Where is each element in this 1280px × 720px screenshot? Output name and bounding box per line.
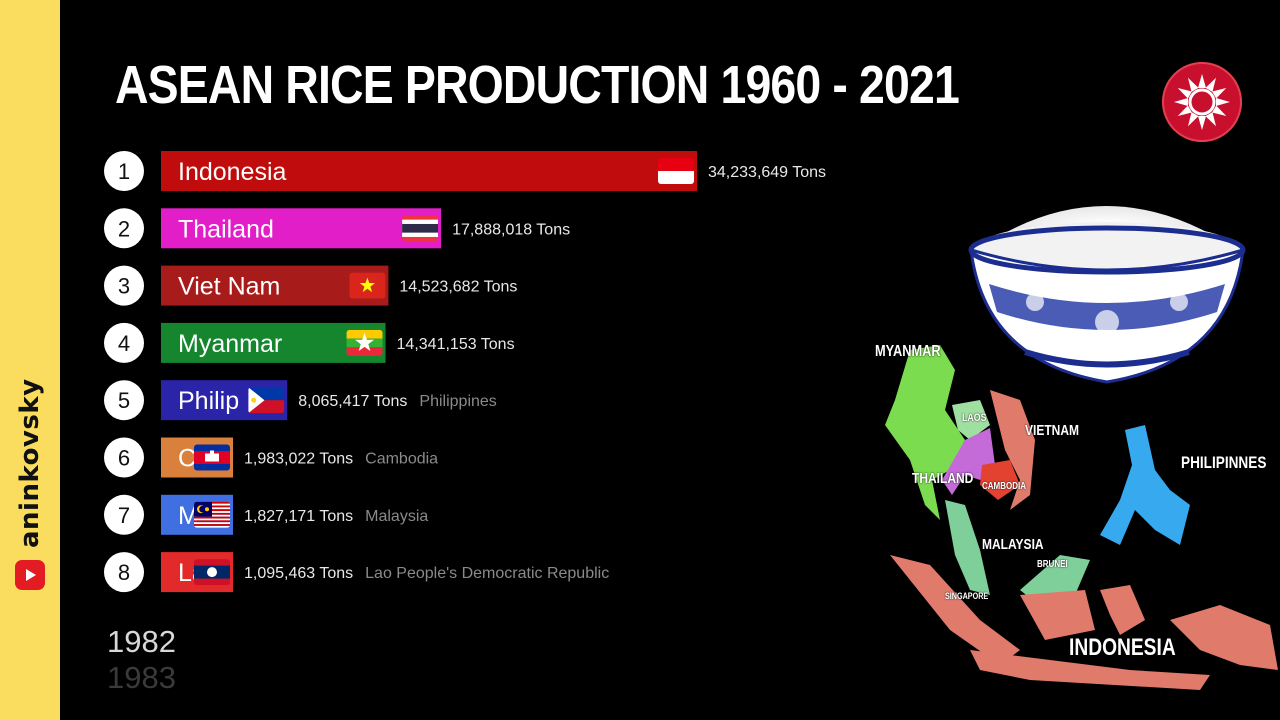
bar-row: 7 M 1,827,171 Tons Malaysia	[104, 494, 428, 535]
rank-number: 4	[118, 331, 130, 356]
map-label-singapore: SINGAPORE	[945, 591, 989, 601]
value-label: 1,827,171 Tons	[244, 508, 353, 525]
map-label-indonesia: INDONESIA	[1069, 634, 1176, 661]
country-caption: Malaysia	[365, 508, 428, 525]
bar-row: 4 Myanmar 14,341,153 Tons	[104, 322, 515, 363]
rank-badge	[104, 552, 144, 593]
value-label: 17,888,018 Tons	[452, 221, 570, 238]
value-label: 14,341,153 Tons	[397, 336, 515, 353]
bar-label: M	[178, 502, 199, 530]
rank-number: 7	[118, 503, 130, 528]
philippines-flag-icon	[248, 387, 285, 414]
rank-number: 8	[118, 560, 130, 585]
map-label-thailand: THAILAND	[912, 470, 974, 487]
map-label-myanmar: MYANMAR	[875, 343, 941, 360]
rank-number: 6	[118, 446, 130, 471]
vietnam-flag-icon	[349, 272, 386, 299]
map-label-laos: LAOS	[962, 412, 987, 424]
bar-label: Indonesia	[178, 158, 287, 186]
bar-row: 6 Ca 1,983,022 Tons Cambodia	[104, 437, 438, 478]
rank-number: 3	[118, 274, 130, 299]
rank-badge	[104, 151, 144, 191]
value-label: 1,983,022 Tons	[244, 451, 353, 468]
map-label-brunei: BRUNEI	[1037, 559, 1068, 570]
bar-row: 2 Thailand 17,888,018 Tons	[104, 208, 570, 249]
chart-title: ASEAN RICE PRODUCTION 1960 - 2021	[115, 55, 960, 115]
myanmar-flag-icon	[346, 329, 383, 356]
map-label-vietnam: VIETNAM	[1025, 422, 1079, 439]
southeast-asia-map: MYANMAR LAOS VIETNAM THAILAND CAMBODIA P…	[870, 330, 1280, 700]
bar-label: Myanmar	[178, 330, 282, 358]
bar-row: 5 Philip 8,065,417 Tons Philippines	[104, 380, 497, 421]
rank-badge	[104, 265, 144, 306]
bar	[161, 151, 697, 191]
rank-badge	[104, 437, 144, 478]
rank-number: 5	[118, 388, 130, 413]
map-label-cambodia: CAMBODIA	[982, 481, 1026, 492]
rank-badge	[104, 494, 144, 535]
country-caption: Cambodia	[365, 451, 438, 468]
cambodia-flag-icon	[194, 444, 230, 471]
value-label: 14,523,682 Tons	[399, 279, 517, 296]
country-caption: Philippines	[419, 393, 496, 410]
laos-flag-icon	[194, 559, 230, 586]
rank-badge	[104, 208, 144, 249]
thailand-flag-icon	[402, 215, 439, 242]
rank-badge	[104, 322, 144, 363]
next-year: 1983	[107, 660, 176, 695]
bar-chart: 1 Indonesia 34,233,649 Tons 2 Thailand 17,888…	[104, 151, 826, 593]
indonesia-flag-icon	[658, 158, 694, 184]
sun-logo-icon	[1162, 62, 1242, 142]
bar	[161, 208, 442, 249]
value-label: 1,095,463 Tons	[244, 565, 353, 582]
malaysia-flag-icon	[194, 501, 230, 528]
bar-label: Viet Nam	[178, 273, 280, 301]
country-caption: Lao People's Democratic Republic	[365, 565, 609, 582]
map-label-philippines: PHILIPINNES	[1181, 453, 1267, 472]
value-label: 34,233,649 Tons	[708, 164, 826, 181]
value-label: 8,065,417 Tons	[298, 393, 407, 410]
bar-row: 3 Viet Nam 14,523,682 Tons	[104, 265, 517, 306]
bar-label: Philip	[178, 387, 239, 415]
bar-row: 1 Indonesia 34,233,649 Tons	[104, 151, 826, 191]
rank-badge	[104, 380, 144, 421]
rank-number: 2	[118, 216, 130, 241]
current-year: 1982	[107, 624, 176, 659]
bar-label: Thailand	[178, 215, 274, 243]
rice-bowl-image	[968, 206, 1246, 384]
channel-strip: aninkovsky	[0, 0, 60, 720]
map-label-malaysia: MALAYSIA	[982, 536, 1044, 553]
rank-number: 1	[118, 159, 130, 184]
bar-row: 8 La 1,095,463 Tons Lao People's Democratic…	[104, 552, 609, 593]
